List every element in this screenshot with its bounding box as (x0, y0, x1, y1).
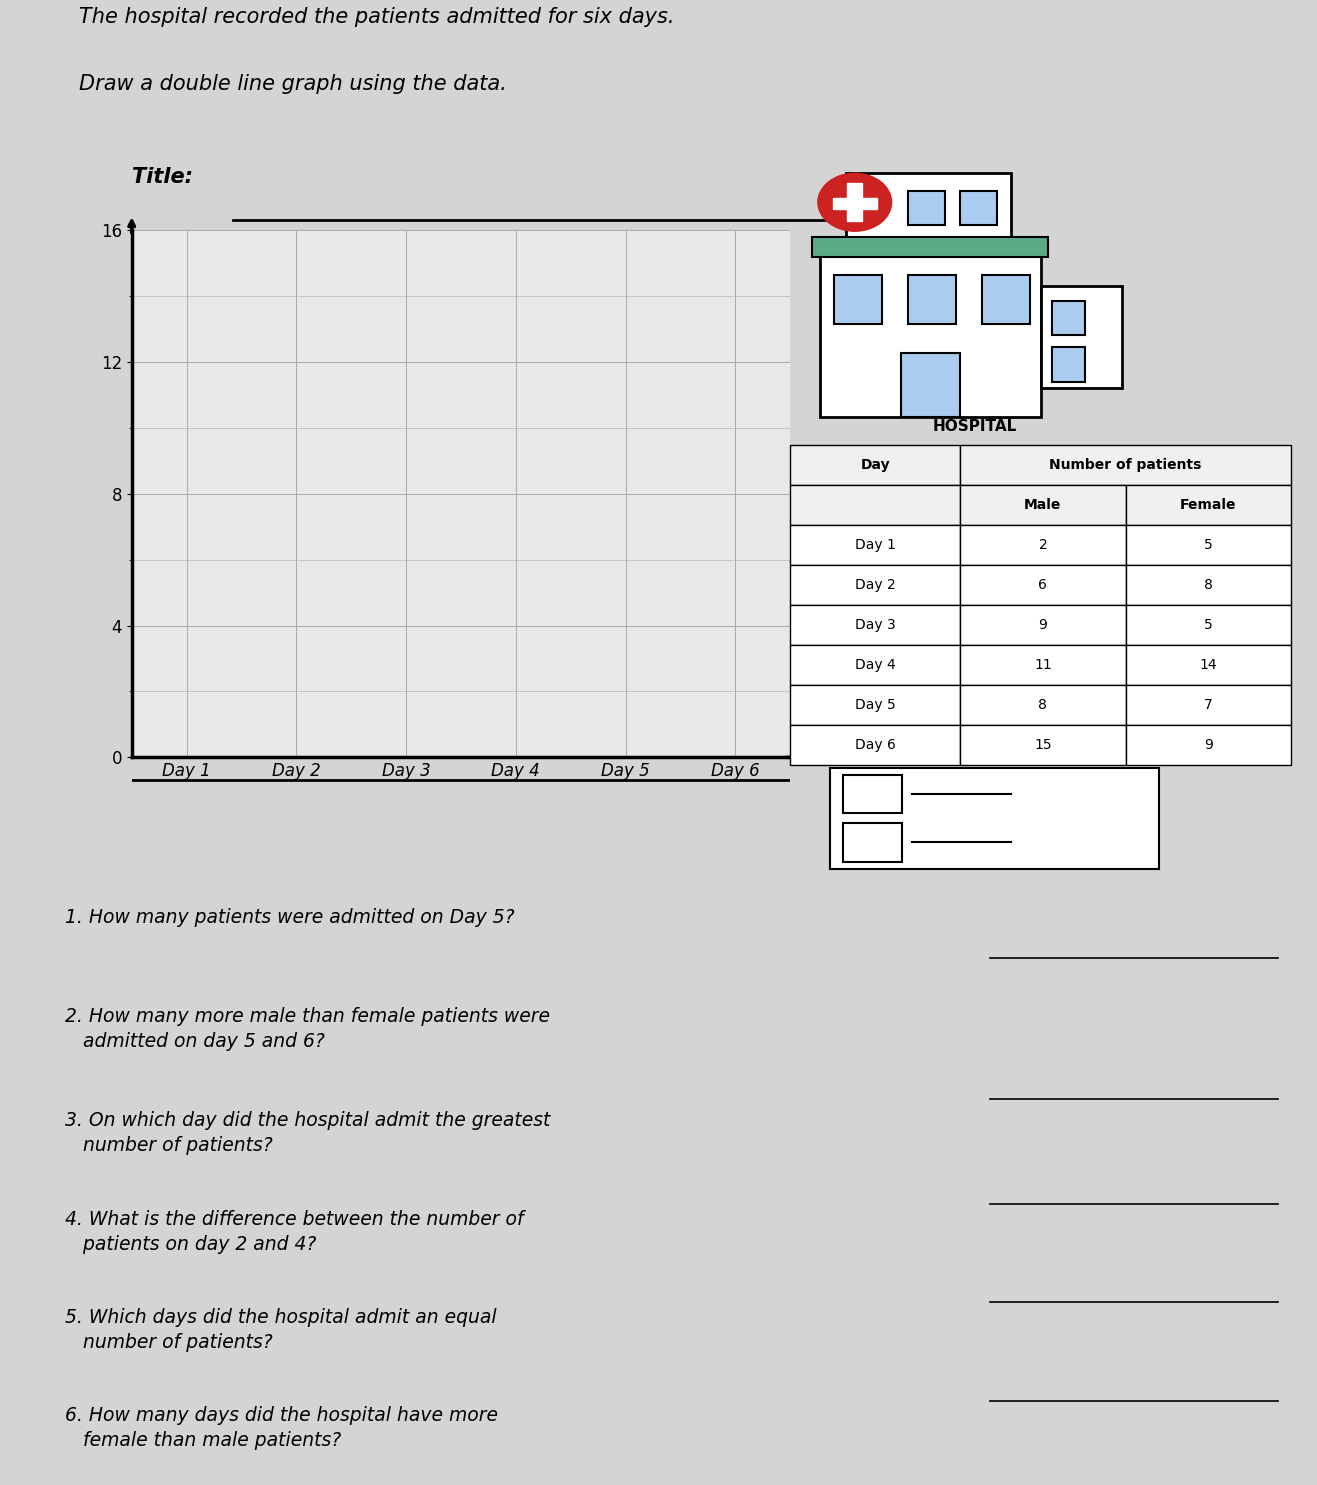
Bar (1126, 685, 1291, 725)
Text: 1. How many patients were admitted on Day 5?: 1. How many patients were admitted on Da… (65, 909, 514, 927)
Text: 2: 2 (1039, 538, 1047, 552)
Bar (909, 190, 946, 226)
Bar (846, 174, 1011, 238)
Bar (909, 275, 956, 324)
Bar (832, 198, 877, 209)
Bar (960, 685, 1126, 725)
Text: 6. How many days did the hospital have more
   female than male patients?: 6. How many days did the hospital have m… (65, 1406, 498, 1451)
Bar (790, 606, 960, 644)
Bar (960, 566, 1126, 606)
Text: The hospital recorded the patients admitted for six days.: The hospital recorded the patients admit… (79, 7, 674, 27)
Bar (847, 184, 863, 221)
Bar (960, 725, 1126, 765)
Text: Day: Day (860, 459, 890, 472)
Text: 5. Which days did the hospital admit an equal
   number of patients?: 5. Which days did the hospital admit an … (65, 1308, 497, 1351)
Bar (1126, 725, 1291, 765)
Bar (1126, 526, 1291, 566)
Bar (790, 566, 960, 606)
Bar (960, 644, 1126, 685)
Bar (790, 446, 960, 486)
Bar (1126, 606, 1291, 644)
Bar (835, 275, 882, 324)
Text: Day 1: Day 1 (855, 538, 896, 552)
Bar (843, 775, 902, 814)
Text: 3. On which day did the hospital admit the greatest
   number of patients?: 3. On which day did the hospital admit t… (65, 1111, 551, 1155)
Text: 6: 6 (1039, 578, 1047, 593)
Bar (790, 644, 960, 685)
Bar (960, 526, 1126, 566)
Bar (960, 486, 1126, 526)
Text: 2. How many more male than female patients were
   admitted on day 5 and 6?: 2. How many more male than female patien… (65, 1007, 549, 1051)
Bar (982, 275, 1030, 324)
Text: Draw a double line graph using the data.: Draw a double line graph using the data. (79, 74, 507, 94)
Text: 11: 11 (1034, 658, 1052, 673)
Text: Male: Male (1025, 499, 1062, 512)
Text: 9: 9 (1039, 618, 1047, 633)
Text: 8: 8 (1204, 578, 1213, 593)
Bar (790, 526, 960, 566)
Bar (960, 606, 1126, 644)
Bar (1052, 347, 1085, 382)
Text: Day 3: Day 3 (855, 618, 896, 633)
Bar (901, 353, 960, 416)
Text: 15: 15 (1034, 738, 1052, 751)
Text: 5: 5 (1204, 538, 1213, 552)
Circle shape (818, 174, 892, 232)
Bar (1040, 287, 1122, 388)
Bar (1126, 566, 1291, 606)
Text: Day 4: Day 4 (855, 658, 896, 673)
Bar (819, 248, 1040, 416)
Text: 14: 14 (1200, 658, 1217, 673)
Bar (813, 238, 1048, 257)
Text: HOSPITAL: HOSPITAL (932, 419, 1017, 434)
Bar (790, 725, 960, 765)
Text: Title:: Title: (132, 168, 192, 187)
Bar (1126, 644, 1291, 685)
Text: Day 5: Day 5 (855, 698, 896, 711)
Text: 4. What is the difference between the number of
   patients on day 2 and 4?: 4. What is the difference between the nu… (65, 1209, 523, 1253)
Bar (790, 486, 960, 526)
Text: Day 6: Day 6 (855, 738, 896, 751)
Text: Day 2: Day 2 (855, 578, 896, 593)
Text: Number of patients: Number of patients (1050, 459, 1201, 472)
Bar (1052, 300, 1085, 336)
Bar (790, 685, 960, 725)
Text: 7: 7 (1204, 698, 1213, 711)
Bar (1126, 486, 1291, 526)
Bar (843, 823, 902, 861)
Text: 9: 9 (1204, 738, 1213, 751)
Text: 8: 8 (1039, 698, 1047, 711)
Text: 5: 5 (1204, 618, 1213, 633)
Bar (960, 190, 997, 226)
Text: Female: Female (1180, 499, 1237, 512)
Bar (960, 446, 1291, 486)
